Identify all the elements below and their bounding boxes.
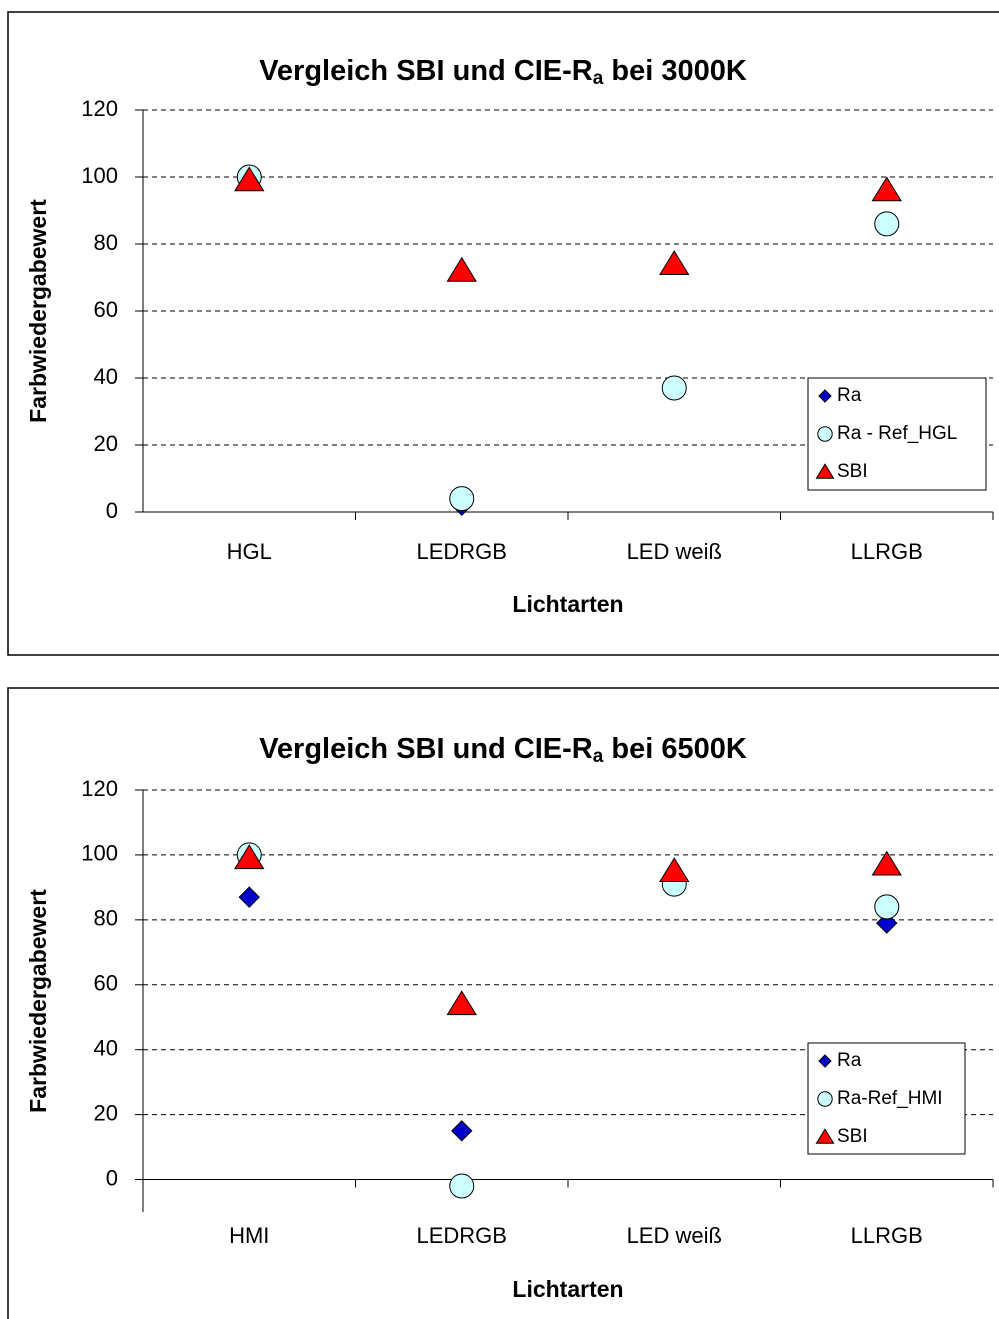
y-tick-label: 0 <box>106 498 118 523</box>
diamond-marker <box>818 1054 832 1068</box>
circle-marker <box>817 426 833 442</box>
x-tick-label: LLRGB <box>851 539 923 564</box>
y-tick-label: 20 <box>94 431 118 456</box>
y-tick-label: 0 <box>106 1165 118 1190</box>
legend-box <box>807 1042 966 1155</box>
chart: Vergleich SBI und CIE-Ra bei 6500K 0 20 40 6… <box>7 687 999 1319</box>
legend-label: Ra - Ref_HGL <box>837 423 957 444</box>
diamond-marker <box>238 886 260 908</box>
y-tick-label: 120 <box>81 96 118 121</box>
y-tick-label: 100 <box>81 841 118 866</box>
legend-box <box>807 377 987 491</box>
x-tick-label: HGL <box>227 539 272 564</box>
x-tick-label: LED weiß <box>627 539 722 564</box>
circle-marker <box>449 1173 475 1199</box>
legend-label: SBI <box>837 461 868 482</box>
y-axis-label: Farbwiedergabewert <box>25 889 51 1113</box>
x-axis-label: Lichtarten <box>512 591 623 617</box>
y-tick-label: 40 <box>94 1036 118 1061</box>
legend-label: Ra <box>837 1050 862 1071</box>
triangle-marker <box>871 176 902 202</box>
y-tick-label: 100 <box>81 163 118 188</box>
y-tick-label: 80 <box>94 230 118 255</box>
chart-title: Vergleich SBI und CIE-Ra bei 3000K <box>259 55 747 89</box>
triangle-marker <box>234 166 265 192</box>
triangle-marker <box>871 850 902 876</box>
circle-marker <box>874 894 900 920</box>
legend-label: Ra <box>837 385 862 406</box>
triangle-marker <box>815 1128 835 1144</box>
y-tick-label: 120 <box>81 776 118 801</box>
triangle-marker <box>234 844 265 870</box>
circle-marker <box>449 486 475 512</box>
triangle-marker <box>659 857 690 883</box>
title-part: a <box>593 68 604 89</box>
title-part: Vergleich SBI und CIE-R <box>259 733 593 765</box>
y-tick-label: 60 <box>94 971 118 996</box>
x-tick-label: LEDRGB <box>417 1223 507 1248</box>
y-tick-label: 60 <box>94 297 118 322</box>
circle-marker <box>817 1091 833 1107</box>
y-tick-label: 80 <box>94 906 118 931</box>
x-tick-label: LED weiß <box>627 1223 722 1248</box>
x-tick-label: LEDRGB <box>417 539 507 564</box>
chart: Vergleich SBI und CIE-Ra bei 3000K 0 20 40 6… <box>7 11 999 656</box>
title-part: a <box>593 746 604 767</box>
x-tick-label: HMI <box>229 1223 269 1248</box>
triangle-marker <box>659 250 690 275</box>
triangle-marker <box>815 463 835 479</box>
triangle-marker <box>446 256 477 282</box>
circle-marker <box>874 211 900 237</box>
title-part: Vergleich SBI und CIE-R <box>259 55 593 87</box>
y-tick-label: 40 <box>94 364 118 389</box>
chart-frame <box>7 687 999 1319</box>
legend-label: Ra-Ref_HMI <box>837 1088 943 1109</box>
y-tick-label: 20 <box>94 1100 118 1125</box>
y-axis-label: Farbwiedergabewert <box>25 199 51 423</box>
title-part: bei 3000K <box>603 55 747 87</box>
x-axis-label: Lichtarten <box>512 1276 623 1302</box>
diamond-marker <box>451 1120 473 1142</box>
chart-title: Vergleich SBI und CIE-Ra bei 6500K <box>259 733 747 767</box>
diamond-marker <box>818 389 832 403</box>
chart-frame <box>7 11 999 656</box>
legend-label: SBI <box>837 1126 868 1147</box>
x-tick-label: LLRGB <box>851 1223 923 1248</box>
title-part: bei 6500K <box>603 733 747 765</box>
triangle-marker <box>446 990 477 1016</box>
circle-marker <box>661 375 687 401</box>
